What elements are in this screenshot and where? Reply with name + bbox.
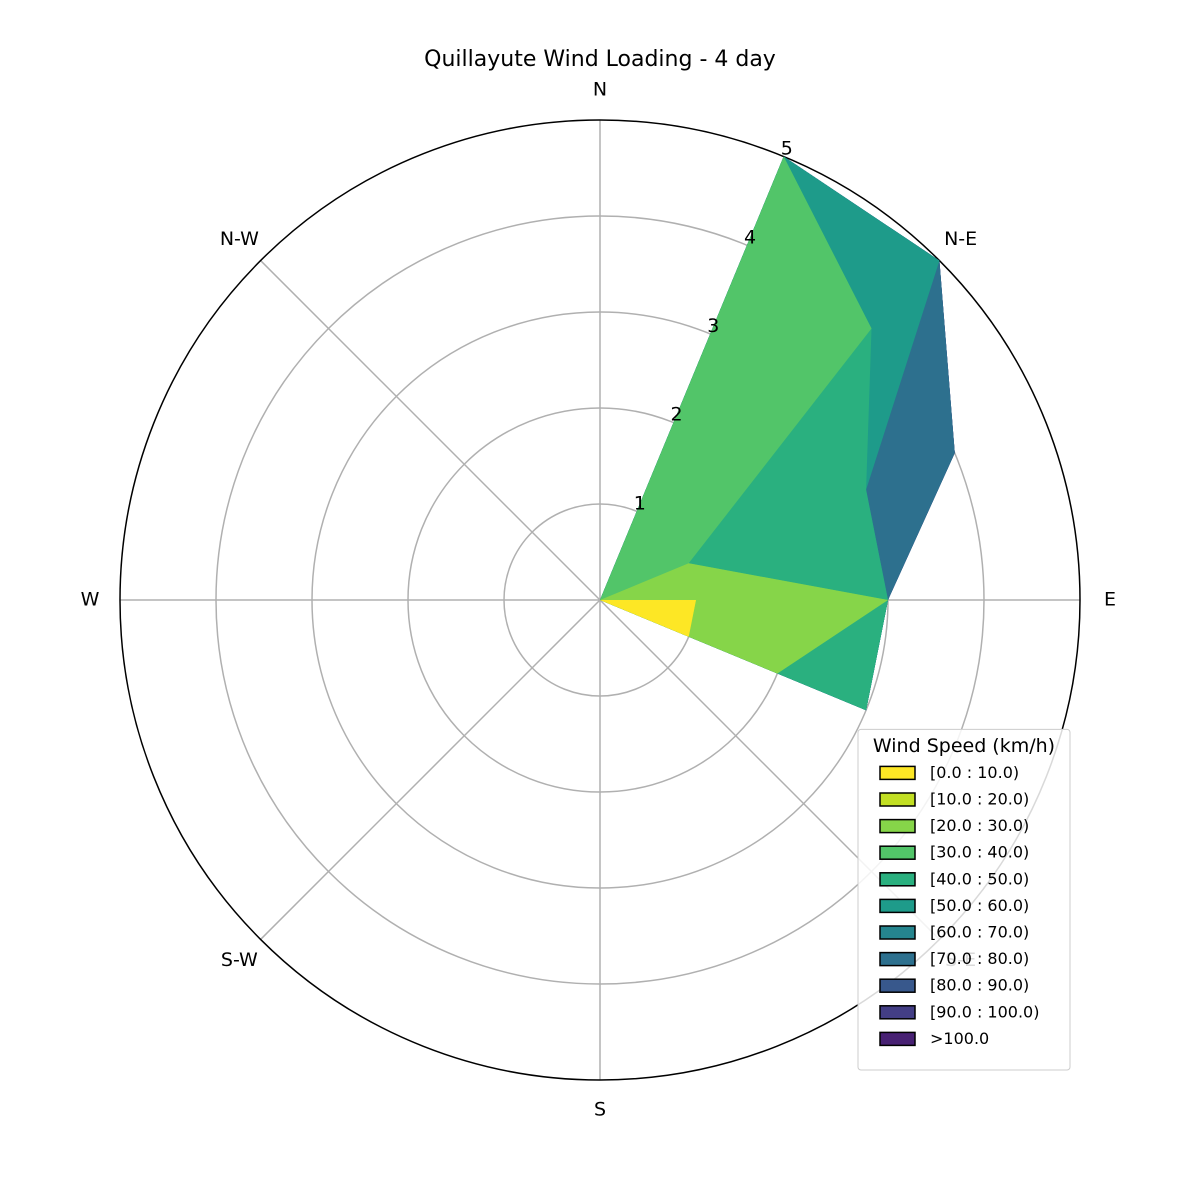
- angle-label: E: [1104, 589, 1116, 611]
- angle-label: N: [593, 79, 607, 101]
- chart-title: Quillayute Wind Loading - 4 day: [424, 47, 776, 72]
- angle-label: S-W: [221, 949, 258, 971]
- area: [600, 156, 888, 674]
- legend-label: [40.0 : 50.0): [930, 869, 1029, 888]
- angle-label: S: [594, 1099, 606, 1121]
- angle-label: N-E: [944, 228, 977, 250]
- legend-swatch: [879, 792, 916, 807]
- legend-label: [50.0 : 60.0): [930, 896, 1029, 915]
- legend-label: [70.0 : 80.0): [930, 949, 1029, 968]
- area: [600, 600, 696, 637]
- legend-swatch: [879, 925, 916, 940]
- legend-swatch: [879, 845, 916, 860]
- legend-swatch: [879, 765, 916, 781]
- polar-frame: [119, 119, 1081, 1081]
- radial-tick-label: 4: [744, 226, 756, 248]
- legend-label: [60.0 : 70.0): [930, 923, 1029, 942]
- legend-swatch: [879, 951, 916, 967]
- radial-tick-label: 2: [670, 404, 682, 426]
- legend-swatch: [879, 978, 916, 993]
- angle-grid-line: [260, 599, 601, 940]
- legend-label: [90.0 : 100.0): [930, 1002, 1039, 1021]
- legend-label: [30.0 : 40.0): [930, 843, 1029, 862]
- radial-tick-label: 1: [634, 492, 646, 514]
- legend-swatch: [879, 818, 916, 834]
- legend-label: [20.0 : 30.0): [930, 816, 1029, 835]
- legend-swatch: [879, 1031, 916, 1047]
- legend-label: [0.0 : 10.0): [930, 763, 1019, 782]
- legend: Wind Speed (km/h) [0.0 : 10.0) [10.0 : 20.…: [857, 728, 1071, 1071]
- legend-swatch: [879, 872, 916, 887]
- legend-swatch: [879, 1005, 916, 1020]
- angle-grid-line: [260, 260, 601, 601]
- radial-tick-label: 3: [707, 315, 719, 337]
- area: [600, 563, 888, 674]
- legend-label: [10.0 : 20.0): [930, 790, 1029, 809]
- legend-title: Wind Speed (km/h): [873, 735, 1055, 757]
- radial-tick-label: 5: [781, 138, 793, 160]
- angle-label: N-W: [220, 228, 259, 250]
- radial-grid-line: [215, 215, 985, 985]
- plot-area: [600, 156, 955, 711]
- legend-label: >100.0: [930, 1029, 989, 1048]
- angle-label: W: [81, 589, 100, 611]
- legend-label: [80.0 : 90.0): [930, 976, 1029, 995]
- legend-swatch: [879, 898, 916, 914]
